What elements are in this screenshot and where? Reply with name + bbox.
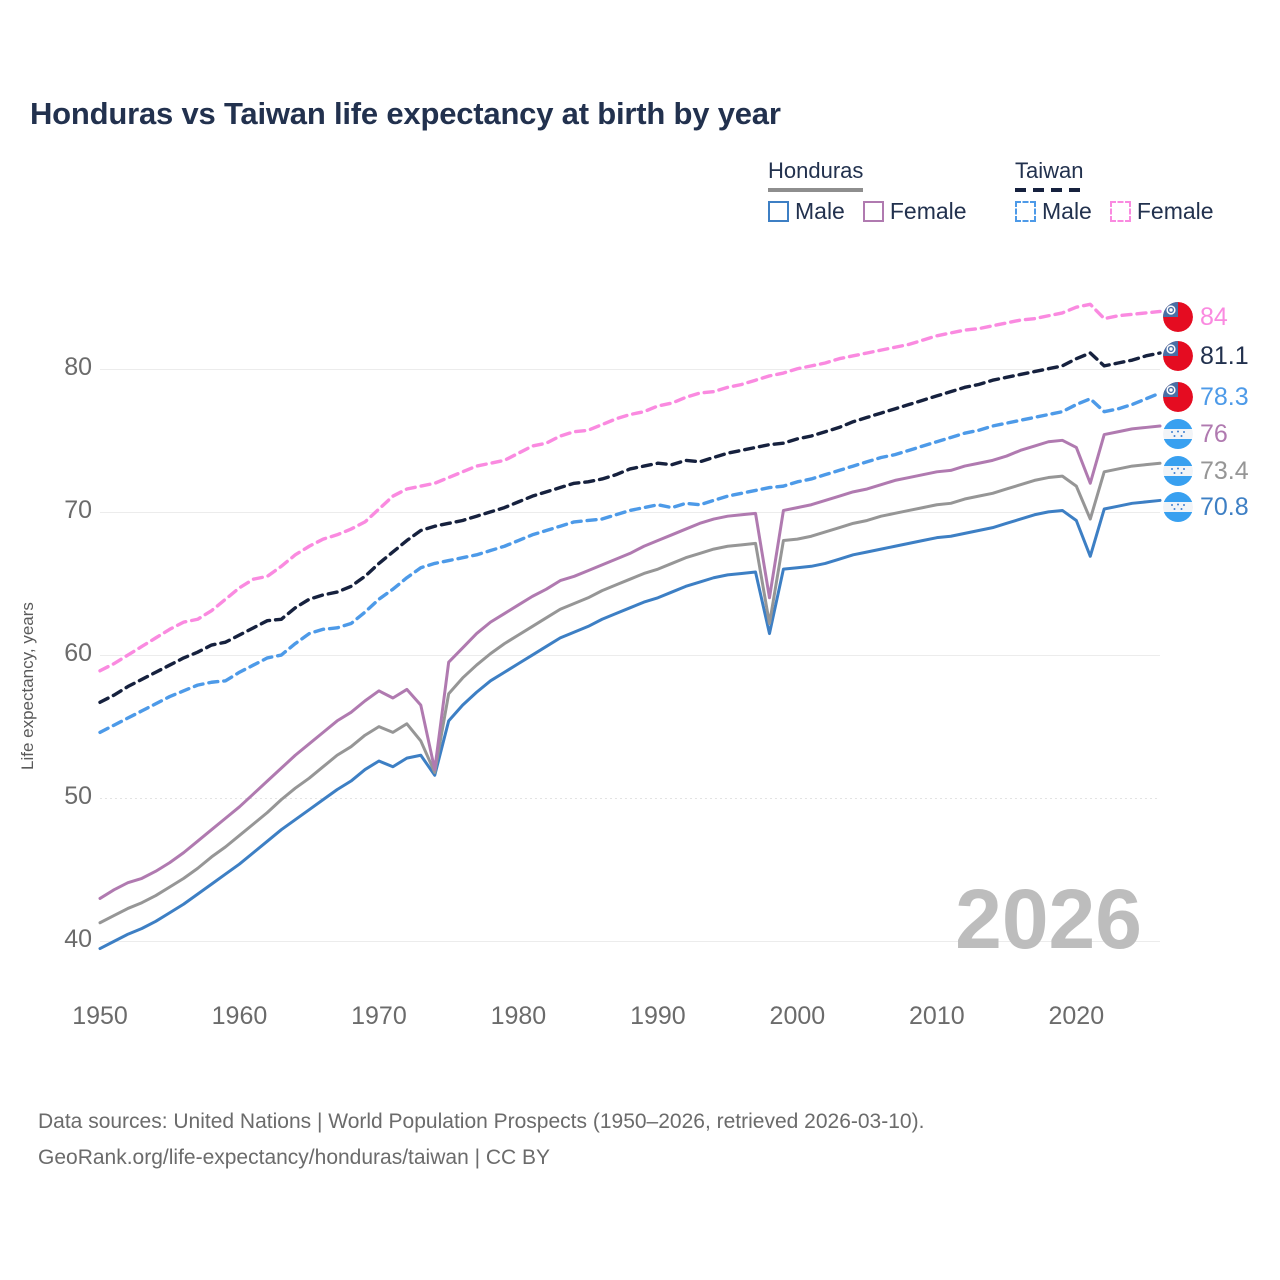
x-axis-tick-label: 1990 [630, 1002, 686, 1030]
legend-country-taiwan: Taiwan [1015, 158, 1084, 183]
honduras-flag-icon [1163, 456, 1193, 486]
y-axis-title: Life expectancy, years [18, 602, 37, 770]
series-end-value: 78.3 [1200, 382, 1249, 411]
series-end-value: 76 [1200, 419, 1228, 448]
footer-sources: Data sources: United Nations | World Pop… [38, 1104, 924, 1176]
legend-label-honduras-male: Male [795, 198, 845, 224]
page-title: Honduras vs Taiwan life expectancy at bi… [30, 96, 781, 131]
legend-rule-taiwan [1015, 188, 1084, 192]
series-end-label: 78.3 [1163, 382, 1249, 412]
legend-square-dashed-icon [1109, 201, 1131, 222]
x-axis-tick-label: 2000 [769, 1002, 826, 1030]
y-axis-tick-label: 50 [64, 782, 92, 811]
y-axis-tick-label: 80 [64, 352, 92, 381]
series-end-value: 70.8 [1200, 492, 1249, 521]
legend-square-dashed-icon [1015, 201, 1036, 222]
series-line [98, 461, 1162, 925]
series-end-label: 76 [1163, 419, 1228, 449]
legend-item-honduras-male[interactable]: Male [768, 198, 845, 225]
y-axis-tick-label: 70 [64, 495, 92, 524]
legend-group-honduras: Honduras Male Female [768, 158, 967, 224]
x-axis-tick-label: 1970 [351, 1002, 407, 1030]
series-line [98, 391, 1162, 735]
honduras-flag-icon [1163, 419, 1193, 449]
series-end-value: 73.4 [1200, 456, 1249, 485]
chart-legend: Honduras Male Female Taiwan Male [760, 158, 1260, 238]
gridline [100, 798, 1160, 800]
x-axis-tick-label: 2010 [909, 1002, 965, 1030]
series-end-label: 70.8 [1163, 492, 1249, 522]
series-line [98, 351, 1162, 704]
footer-line-1: Data sources: United Nations | World Pop… [38, 1110, 925, 1133]
series-line [98, 498, 1162, 951]
x-axis-tick-label: 1960 [211, 1002, 268, 1030]
chart-plot-area: Life expectancy, years 40 50 60 70 80 1950 19… [18, 290, 1162, 1030]
gridline [100, 655, 1160, 657]
series-end-value: 81.1 [1200, 341, 1249, 370]
gridline [100, 368, 1160, 370]
legend-square-solid-icon [862, 201, 884, 222]
series-end-label: 84 [1163, 302, 1228, 332]
legend-item-taiwan-female[interactable]: Female [1109, 198, 1214, 225]
chart-lines [98, 302, 1162, 951]
series-line [98, 424, 1162, 900]
taiwan-flag-icon [1163, 302, 1193, 332]
legend-item-honduras-female[interactable]: Female [862, 198, 967, 225]
legend-group-taiwan: Taiwan Male Female [1015, 158, 1214, 224]
series-end-label: 73.4 [1163, 456, 1249, 486]
legend-square-solid-icon [768, 201, 789, 222]
legend-label-taiwan-male: Male [1042, 198, 1092, 224]
x-axis-tick-label: 1980 [490, 1002, 547, 1030]
gridline [100, 941, 1160, 943]
y-axis-tick-label: 40 [64, 925, 92, 954]
legend-country-honduras: Honduras [768, 158, 864, 183]
legend-item-taiwan-male[interactable]: Male [1015, 198, 1092, 225]
x-axis-tick-label: 2020 [1048, 1002, 1105, 1030]
taiwan-flag-icon [1163, 382, 1193, 412]
honduras-flag-icon [1163, 492, 1193, 522]
legend-rule-honduras [768, 188, 864, 192]
legend-label-honduras-female: Female [889, 198, 967, 224]
x-axis-tick-label: 1950 [72, 1002, 128, 1030]
series-line [98, 302, 1162, 673]
series-end-value: 84 [1200, 302, 1228, 331]
taiwan-flag-icon [1163, 341, 1193, 371]
y-axis-tick-label: 60 [64, 639, 92, 668]
series-end-label: 81.1 [1163, 341, 1249, 371]
gridline [100, 511, 1160, 513]
series-end-labels: 84 81.1 78.3 76 73.4 70.8 [1163, 0, 1280, 1280]
footer-line-2: GeoRank.org/life-expectancy/honduras/tai… [38, 1146, 551, 1170]
legend-label-taiwan-female: Female [1136, 198, 1214, 224]
